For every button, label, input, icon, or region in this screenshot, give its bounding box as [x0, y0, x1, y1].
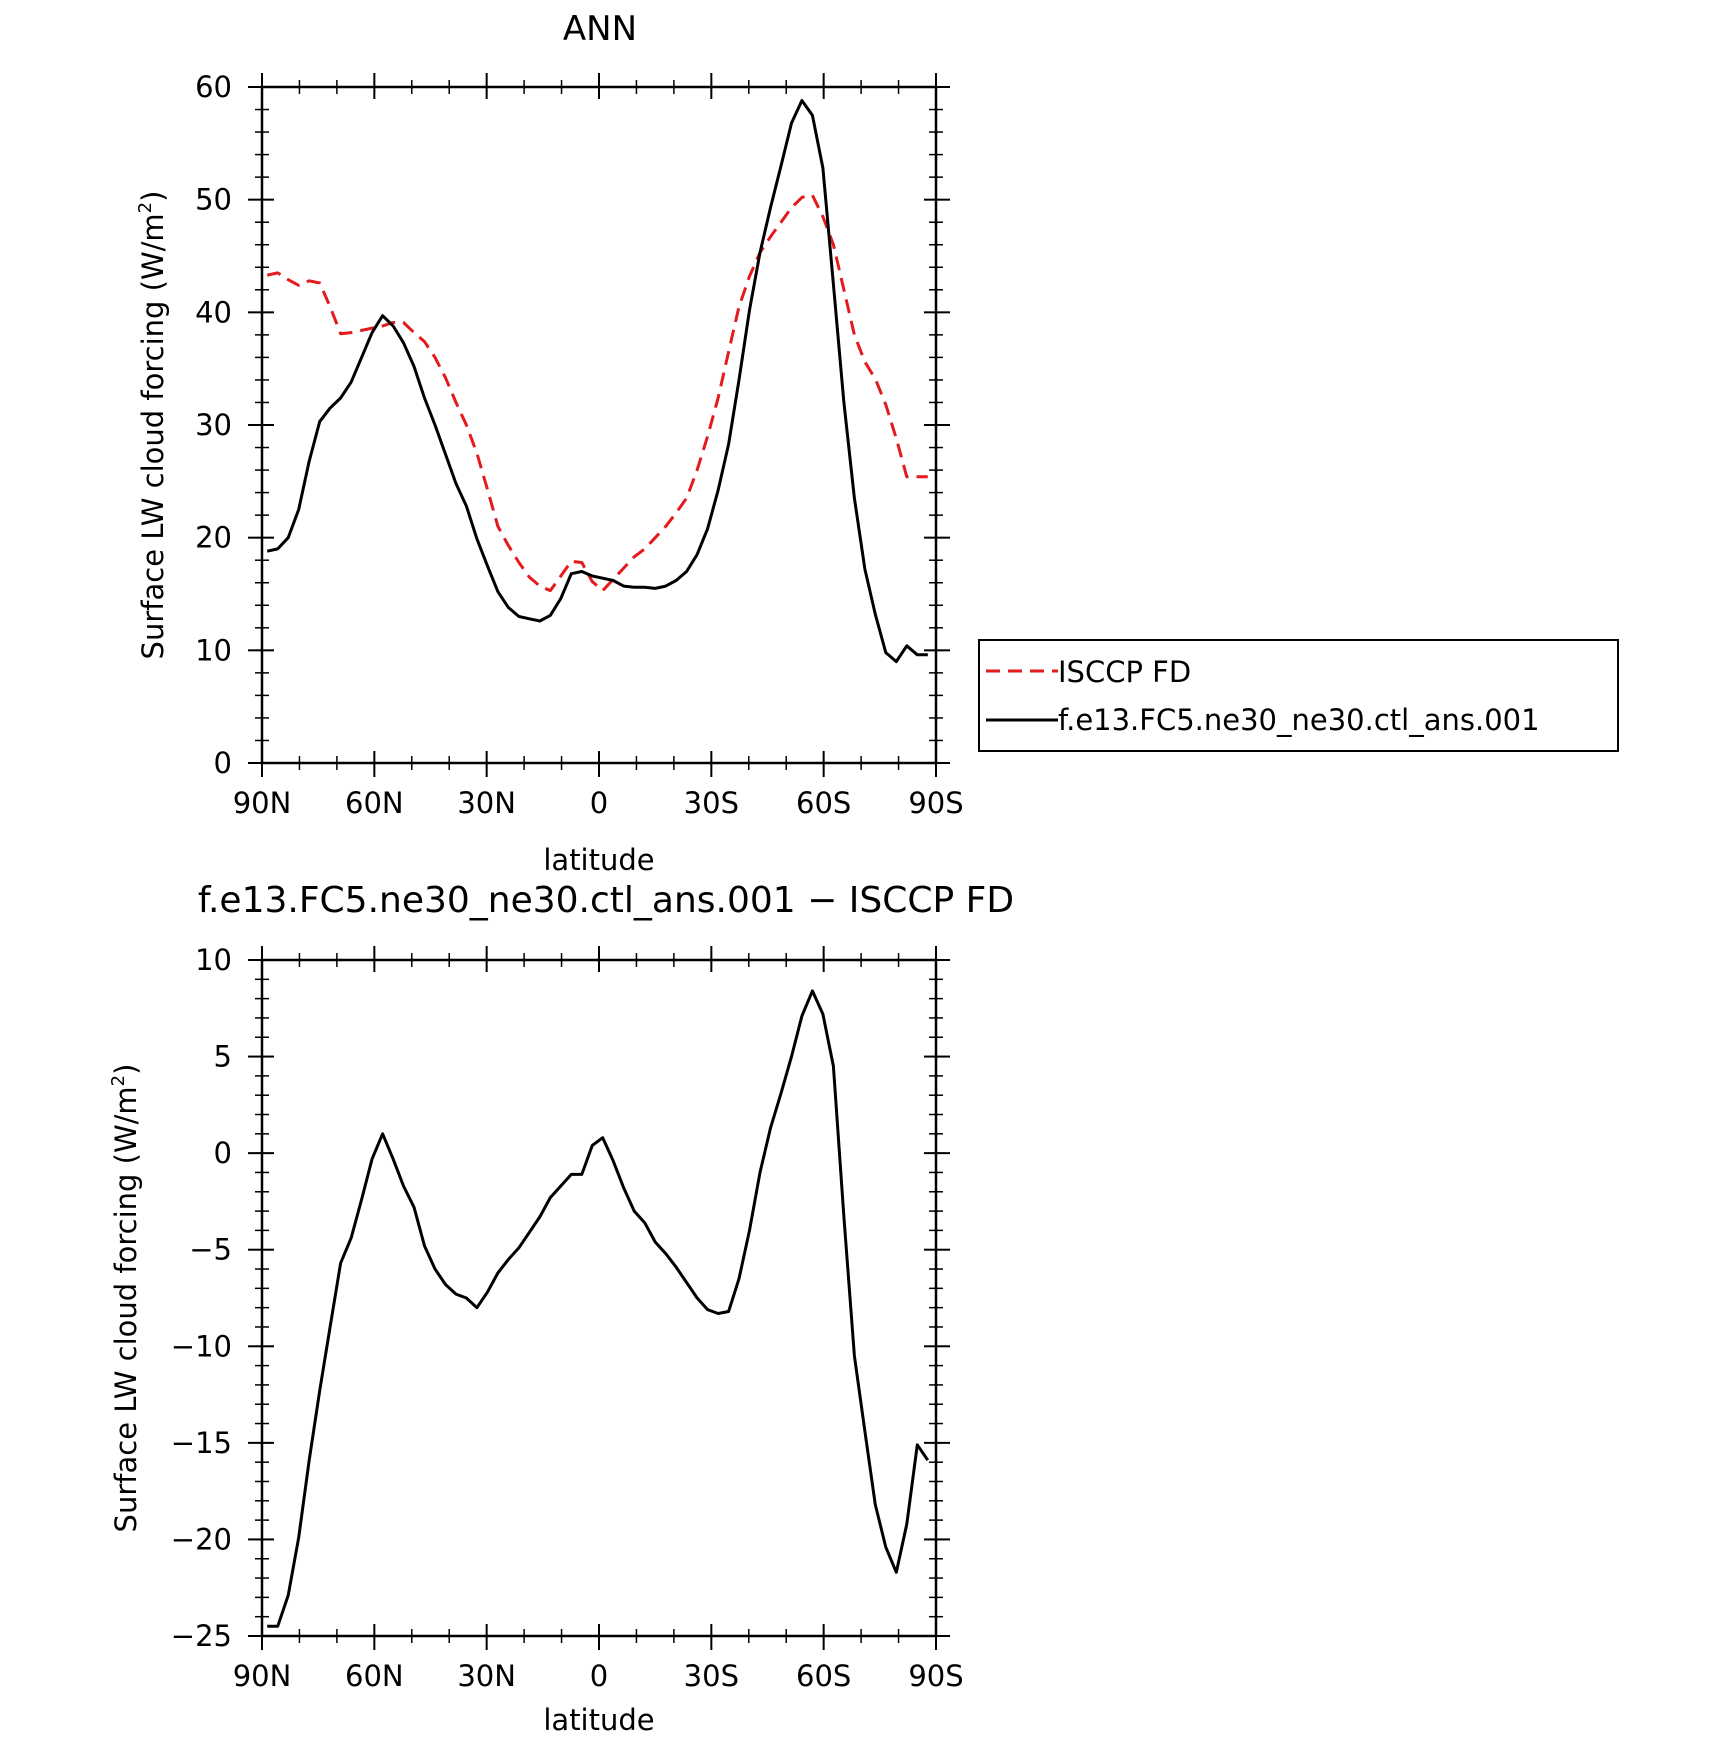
bottom-x-tick-label: 30S [684, 1659, 739, 1693]
top-y-tick-label: 40 [195, 295, 232, 329]
top-x-tick-label: 90S [908, 786, 963, 820]
top-x-axis-label: latitude [543, 843, 654, 877]
top-x-tick-label: 30N [457, 786, 516, 820]
bottom-series-line-0 [267, 989, 930, 1628]
bottom-y-tick-label: −25 [171, 1619, 232, 1653]
top-panel: ANN 90N 60N 30N 0 30S 60S 90S 0 10 20 30 40 50 60 lat… [135, 9, 1619, 877]
top-x-tick-label: 30S [684, 786, 739, 820]
bottom-y-tick-label: −20 [171, 1522, 232, 1556]
top-y-tick-label: 30 [195, 408, 232, 442]
bottom-y-tick-label: −10 [171, 1329, 232, 1363]
bottom-y-tick-label: 0 [214, 1136, 232, 1170]
top-series-group [266, 99, 928, 664]
top-y-tick-label: 50 [195, 183, 232, 217]
top-y-axis-label: Surface LW cloud forcing (W/m2) [135, 191, 170, 660]
legend: ISCCP FD f.e13.FC5.ne30_ne30.ctl_ans.001 [978, 639, 1619, 752]
bottom-y-axis-label-close: ) [109, 1064, 143, 1075]
top-chart-title: ANN [563, 9, 637, 49]
top-y-axis-label-main: Surface LW cloud forcing (W/m [136, 213, 170, 659]
bottom-y-tick-label: 10 [195, 943, 232, 977]
bottom-series-group [267, 989, 930, 1628]
bottom-y-axis-label-sup: 2 [108, 1075, 129, 1086]
bottom-ticks [248, 946, 950, 1650]
top-ticks [248, 73, 950, 777]
top-y-tick-label: 20 [195, 521, 232, 555]
top-y-tick-label: 60 [195, 70, 232, 104]
top-y-axis-label-sup: 2 [135, 202, 156, 213]
bottom-y-tick-label: 5 [214, 1040, 232, 1074]
top-x-tick-label: 0 [590, 786, 608, 820]
bottom-x-tick-label: 30N [457, 1659, 516, 1693]
bottom-x-tick-label: 60S [796, 1659, 851, 1693]
top-x-tick-label: 60N [345, 786, 404, 820]
bottom-panel: f.e13.FC5.ne30_ne30.ctl_ans.001 − ISCCP … [108, 880, 1014, 1737]
bottom-x-tick-label: 90N [233, 1659, 292, 1693]
bottom-y-axis-label-main: Surface LW cloud forcing (W/m [109, 1086, 143, 1532]
bottom-x-tick-label: 0 [590, 1659, 608, 1693]
bottom-x-tick-label: 90S [908, 1659, 963, 1693]
top-series-line-1 [266, 99, 928, 664]
bottom-chart-title: f.e13.FC5.ne30_ne30.ctl_ans.001 − ISCCP … [198, 880, 1014, 921]
bottom-y-axis-label: Surface LW cloud forcing (W/m2) [108, 1064, 143, 1533]
bottom-x-axis-label: latitude [543, 1703, 654, 1737]
bottom-y-tick-label: −15 [171, 1426, 232, 1460]
bottom-y-tick-label: −5 [189, 1233, 232, 1267]
bottom-x-tick-label: 60N [345, 1659, 404, 1693]
bottom-plot-frame [260, 958, 938, 1638]
top-series-line-0 [266, 193, 928, 593]
top-x-tick-label: 60S [796, 786, 851, 820]
top-tick-labels: 90N 60N 30N 0 30S 60S 90S 0 10 20 30 40 50 60 [195, 70, 964, 820]
top-x-tick-label: 90N [233, 786, 292, 820]
legend-label-model: f.e13.FC5.ne30_ne30.ctl_ans.001 [1058, 703, 1540, 737]
legend-label-isccp: ISCCP FD [1058, 655, 1191, 689]
legend-box [978, 639, 1619, 752]
top-y-axis-label-close: ) [136, 191, 170, 202]
top-y-tick-label: 10 [195, 633, 232, 667]
bottom-tick-labels: 90N 60N 30N 0 30S 60S 90S −25 −20 −15 −10 −5 0 5 10 [171, 943, 964, 1693]
top-y-tick-label: 0 [214, 746, 232, 780]
top-plot-frame [260, 85, 938, 765]
